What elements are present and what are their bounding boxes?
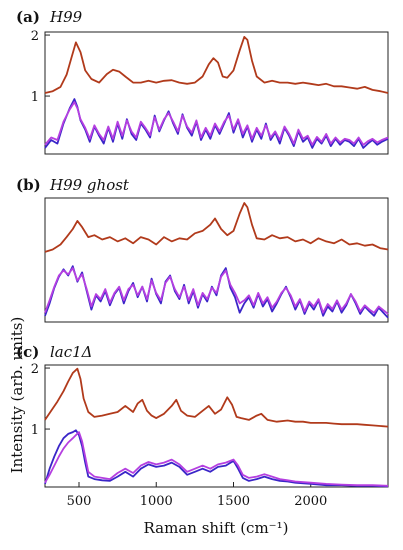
panel-b-sample: H99 ghost — [49, 176, 130, 194]
y-tick-label: 1 — [31, 423, 39, 438]
panel-a: (a) H99 12 — [16, 8, 389, 155]
panel-b-traces — [44, 202, 389, 319]
panel-a-frame — [44, 31, 389, 155]
series-line-1 — [44, 367, 389, 428]
panel-c-traces — [44, 367, 389, 488]
series-line-2 — [44, 265, 389, 319]
panel-b-frame — [44, 197, 389, 323]
panel-c-ticks: 1 2 500 1000 1500 2000 — [31, 362, 328, 509]
x-tick-label: 2000 — [294, 494, 327, 509]
y-axis-label: Intensity (arb. units) — [8, 317, 26, 474]
series-line-2 — [44, 98, 389, 149]
panel-b: (b) H99 ghost — [16, 176, 389, 323]
y-tick-label: 2 — [31, 29, 39, 44]
x-tick-label: 1000 — [140, 494, 173, 509]
y-tick-label: 1 — [31, 90, 39, 105]
y-tick-label: 2 — [31, 362, 39, 377]
series-line-2 — [44, 429, 389, 488]
panel-c-letter: (c) — [16, 343, 39, 361]
panel-a-traces — [44, 36, 389, 149]
panel-b-letter: (b) — [16, 176, 41, 194]
series-line-3 — [44, 101, 389, 146]
panel-a-sample: H99 — [49, 8, 83, 26]
x-tick-label: 1500 — [217, 494, 250, 509]
panel-c-sample: lac1Δ — [50, 343, 93, 361]
panel-c: (c) lac1Δ 1 2 500 1000 1500 2000 — [16, 343, 389, 509]
x-tick-label: 500 — [67, 494, 92, 509]
series-line-3 — [44, 267, 389, 315]
series-line-1 — [44, 202, 389, 253]
x-axis-label: Raman shift (cm⁻¹) — [144, 519, 289, 537]
panel-a-ticks: 12 — [31, 29, 50, 105]
series-line-1 — [44, 36, 389, 94]
panel-a-letter: (a) — [16, 8, 40, 26]
series-line-3 — [44, 431, 389, 487]
